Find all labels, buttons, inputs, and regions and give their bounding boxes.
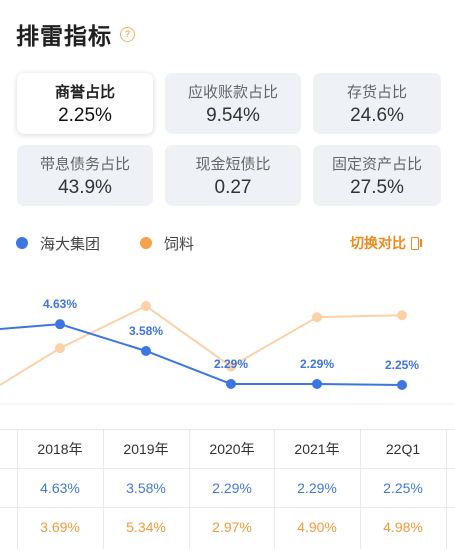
legend-dot-industry	[140, 237, 153, 249]
metric-card-label: 应收账款占比	[187, 84, 278, 101]
metric-card-cash-debt[interactable]: 现金短债比 0.27	[165, 145, 301, 206]
question-circle-icon[interactable]: ?	[120, 26, 135, 42]
series-line-company	[0, 323, 403, 386]
data-label-company: 3.58%	[129, 324, 163, 338]
table-cell: 2.97%	[212, 519, 252, 535]
metric-card-fixed-assets[interactable]: 固定资产占比 27.5%	[313, 145, 441, 206]
metric-card-label: 固定资产占比	[331, 156, 422, 173]
metric-card-value: 0.27	[214, 177, 252, 198]
data-label-company: 2.29%	[214, 357, 248, 371]
switch-compare-button[interactable]: 切换对比	[350, 233, 422, 253]
data-label-company: 2.25%	[385, 358, 419, 372]
title-row: 排雷指标 ?	[16, 14, 135, 54]
data-point-industry	[55, 343, 65, 354]
metric-card-goodwill[interactable]: 商誉占比 2.25%	[17, 73, 153, 134]
table-divider	[274, 429, 275, 549]
data-point-company	[312, 378, 322, 389]
data-point-company	[397, 380, 407, 390]
legend-item-company[interactable]: 海大集团	[16, 233, 100, 254]
table-cell: 4.90%	[297, 519, 337, 535]
chart-legend: 海大集团 饲料	[16, 233, 234, 253]
page-title: 排雷指标	[16, 23, 112, 49]
table-divider	[360, 429, 361, 549]
data-point-company	[141, 345, 151, 356]
table-header-cell: 2019年	[123, 441, 169, 457]
metric-card-label: 现金短债比	[195, 156, 271, 173]
series-line-industry	[0, 304, 403, 386]
data-point-company	[55, 319, 65, 330]
switch-compare-label: 切换对比	[350, 235, 406, 251]
metric-card-interest-debt[interactable]: 带息债务占比 43.9%	[17, 145, 153, 206]
table-divider	[17, 429, 18, 549]
table-cell: 3.58%	[126, 480, 166, 496]
table-row-industry: 3.69% 5.34% 2.97% 4.90% 4.98%	[0, 507, 455, 546]
table-cell: 4.63%	[40, 480, 80, 496]
data-point-company	[226, 378, 236, 389]
metric-card-label: 带息债务占比	[39, 156, 130, 173]
metric-card-label: 商誉占比	[54, 84, 115, 101]
table-cell: 3.69%	[40, 519, 80, 535]
legend-dot-company	[16, 237, 28, 249]
data-label-company: 2.29%	[300, 357, 334, 371]
metric-card-inventory[interactable]: 存货占比 24.6%	[313, 73, 441, 134]
data-label-company: 4.63%	[43, 297, 77, 311]
table-divider	[446, 429, 447, 549]
table-cell: 4.98%	[383, 519, 423, 535]
metric-card-value: 43.9%	[58, 177, 112, 198]
table-header-cell: 2018年	[37, 441, 83, 457]
table-cell: 2.29%	[297, 480, 337, 496]
table-divider	[103, 429, 104, 549]
metric-card-value: 9.54%	[206, 105, 260, 126]
data-point-industry	[397, 310, 407, 321]
table-header-cell: 22Q1	[385, 441, 421, 457]
table-header-row: 2018年 2019年 2020年 2021年 22Q1	[0, 429, 455, 468]
metric-card-value: 2.25%	[58, 105, 112, 126]
legend-label-company: 海大集团	[40, 235, 101, 253]
metric-card-value: 27.5%	[350, 177, 404, 198]
legend-item-industry[interactable]: 饲料	[140, 233, 194, 254]
table-cell: 2.29%	[212, 480, 252, 496]
data-point-industry	[141, 301, 151, 311]
data-point-industry	[312, 312, 322, 323]
table-cell: 2.25%	[383, 480, 423, 496]
legend-label-industry: 饲料	[164, 235, 195, 253]
switch-compare-icon	[411, 236, 422, 250]
table-row-company: 4.63% 3.58% 2.29% 2.29% 2.25%	[0, 468, 455, 507]
metric-card-label: 存货占比	[346, 84, 407, 101]
table-header-cell: 2021年	[294, 441, 340, 457]
table-cell: 5.34%	[126, 519, 166, 535]
line-chart: 4.63% 3.58% 2.29% 2.29% 2.25%	[0, 297, 455, 405]
table-header-cell: 2020年	[209, 441, 255, 457]
table-divider	[189, 429, 190, 549]
metric-card-receivables[interactable]: 应收账款占比 9.54%	[165, 73, 301, 134]
data-point-industry	[226, 361, 236, 372]
metric-card-value: 24.6%	[350, 105, 404, 126]
